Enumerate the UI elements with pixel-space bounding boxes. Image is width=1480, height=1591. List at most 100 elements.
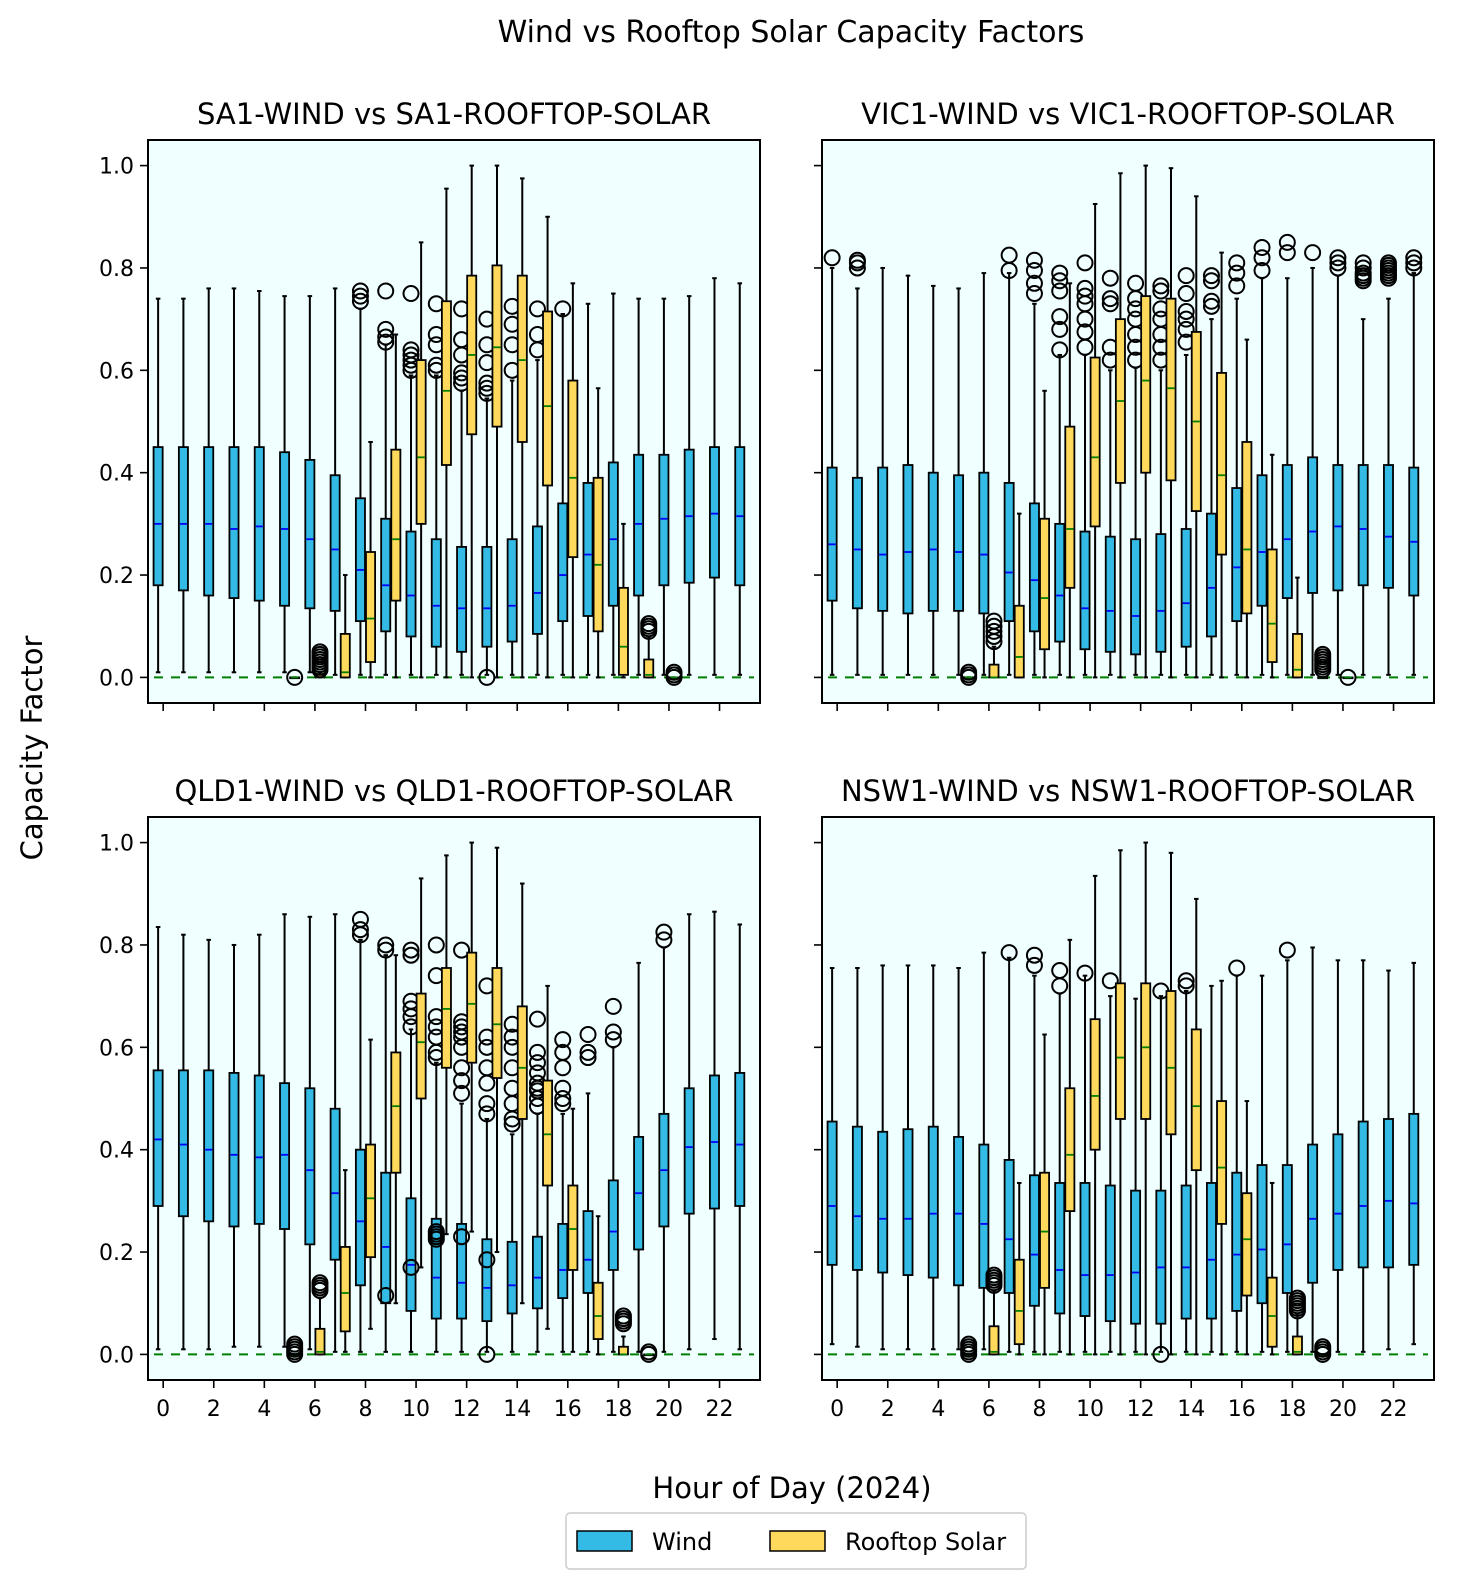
iqr-box	[592, 1281, 604, 1340]
x-tick-label: 22	[1380, 1397, 1408, 1422]
outlier-point	[604, 1023, 622, 1041]
outlier-point	[1177, 302, 1195, 320]
iqr-box	[1064, 1087, 1076, 1213]
wind-box-hour-15	[528, 1010, 546, 1353]
x-tick-label: 20	[1329, 1397, 1357, 1422]
outlier-point	[402, 941, 420, 959]
outlier-point	[1202, 292, 1220, 310]
rooftop-solar-box-hour-14	[1190, 897, 1202, 1356]
iqr-box	[304, 458, 316, 610]
wind-box-hour-10	[402, 941, 420, 1353]
wind-box-hour-12	[1130, 997, 1142, 1353]
wind-box-hour-0	[823, 249, 841, 676]
iqr-box	[314, 1327, 326, 1356]
outlier-point	[1101, 269, 1119, 287]
iqr-box	[902, 1128, 914, 1276]
x-axis-label: Hour of Day (2024)	[652, 1471, 931, 1505]
iqr-box	[1089, 1018, 1101, 1151]
rooftop-solar-box-hour-12	[466, 164, 478, 679]
subplot-title: QLD1-WIND vs QLD1-ROOFTOP-SOLAR	[174, 774, 733, 808]
outlier-point	[554, 1090, 572, 1107]
wind-box-hour-17	[579, 1026, 597, 1353]
wind-box-hour-9	[1051, 962, 1069, 1353]
y-tick-label: 0.6	[99, 1036, 134, 1061]
outlier-point	[985, 622, 1003, 640]
x-tick-label: 2	[881, 1397, 895, 1422]
wind-box-hour-10	[1076, 254, 1094, 676]
iqr-box	[1190, 1028, 1202, 1172]
iqr-box	[506, 1240, 518, 1315]
outlier-point	[503, 1115, 521, 1133]
outlier-point	[1278, 941, 1296, 959]
outlier-point	[1354, 254, 1372, 272]
wind-box-hour-7	[329, 913, 341, 1353]
plot-area	[148, 817, 760, 1380]
outlier-point	[1152, 277, 1170, 295]
iqr-box	[988, 1325, 1000, 1356]
outlier-point	[351, 921, 369, 939]
iqr-box	[516, 1005, 528, 1120]
outlier-point	[665, 663, 683, 681]
wind-box-hour-21	[1357, 959, 1369, 1353]
wind-box-hour-18	[607, 292, 619, 676]
outlier-point	[1202, 267, 1220, 285]
iqr-box	[1165, 297, 1177, 482]
iqr-box	[228, 1072, 240, 1228]
iqr-box	[1104, 535, 1116, 653]
wind-box-hour-8	[351, 282, 369, 676]
outlier-point	[478, 668, 496, 686]
subplot-4: NSW1-WIND vs NSW1-ROOFTOP-SOLAR 0 2 4 6 8 10 12…	[814, 774, 1435, 1422]
wind-box-hour-3	[228, 287, 240, 674]
outlier-point	[351, 910, 369, 928]
x-tick-label: 14	[1177, 1397, 1205, 1422]
outlier-point	[402, 946, 420, 964]
wind-box-hour-16	[554, 300, 572, 676]
wind-box-hour-3	[902, 274, 914, 676]
outlier-point	[1025, 262, 1043, 280]
y-tick-label: 0.4	[99, 462, 134, 487]
wind-box-hour-14	[1177, 972, 1195, 1353]
rooftop-solar-box-hour-15	[1216, 979, 1228, 1356]
outlier-point	[1051, 341, 1069, 359]
wind-box-hour-0	[152, 297, 164, 674]
iqr-box	[1180, 1184, 1192, 1320]
rooftop-solar-box-hour-18	[617, 522, 629, 679]
rooftop-solar-box-hour-9	[1064, 938, 1076, 1356]
outlier-point	[528, 1064, 546, 1082]
outlier-point	[377, 320, 395, 338]
y-axis-label: Capacity Factor	[15, 636, 49, 861]
iqr-box	[329, 474, 341, 612]
iqr-box	[1130, 1189, 1142, 1325]
rooftop-solar-box-hour-18	[614, 1307, 632, 1356]
wind-box-hour-18	[1278, 941, 1296, 1353]
outlier-point	[286, 1335, 304, 1353]
rooftop-solar-box-hour-18	[1291, 576, 1303, 679]
axes-frame	[821, 139, 1435, 704]
rooftop-solar-box-hour-16	[567, 282, 579, 679]
wind-box-hour-23	[1405, 249, 1423, 676]
wind-box-hour-21	[1354, 254, 1372, 676]
y-tick-label: 1.0	[99, 155, 134, 180]
outlier-point	[960, 663, 978, 681]
rooftop-solar-box-hour-6	[311, 643, 329, 679]
outlier-point	[1314, 1338, 1332, 1356]
iqr-box	[253, 446, 265, 602]
plot-area	[822, 140, 1434, 703]
wind-box-hour-4	[927, 964, 939, 1351]
x-tick-label: 4	[931, 1397, 945, 1422]
iqr-box	[1383, 464, 1394, 589]
wind-box-hour-19	[633, 961, 645, 1353]
rooftop-solar-box-hour-12	[1140, 841, 1152, 1356]
outlier-point	[377, 941, 395, 959]
outlier-point	[1379, 254, 1397, 272]
rooftop-solar-box-hour-5	[286, 1335, 304, 1363]
wind-box-hour-23	[1408, 961, 1420, 1346]
y-tick-label: 0.6	[99, 359, 134, 384]
iqr-box	[927, 471, 939, 612]
outlier-point	[377, 936, 395, 954]
rooftop-solar-box-hour-12	[466, 841, 478, 1233]
iqr-box	[405, 530, 417, 638]
x-tick-label: 12	[453, 1397, 481, 1422]
iqr-box	[491, 264, 503, 428]
outlier-point	[478, 1105, 496, 1123]
